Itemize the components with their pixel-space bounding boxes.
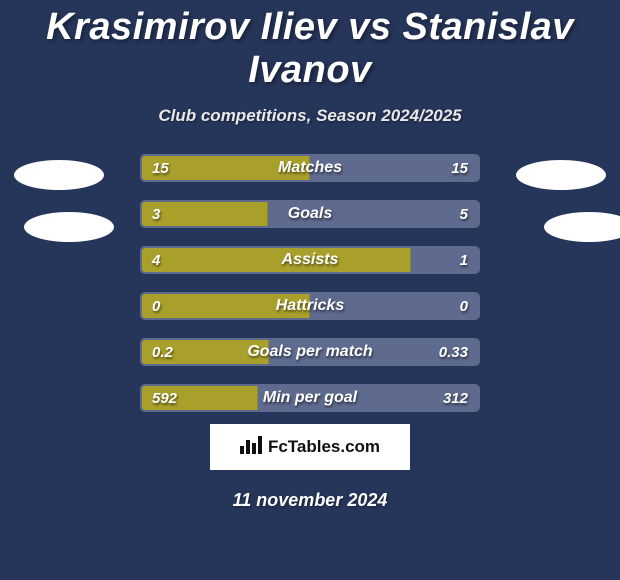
stat-bar-right xyxy=(310,294,478,318)
stat-bar-right xyxy=(258,386,478,410)
stat-row: 0.20.33Goals per match xyxy=(140,338,480,366)
stat-bar-left xyxy=(142,248,411,272)
stat-bar-left xyxy=(142,202,268,226)
player-left-marker-1 xyxy=(14,160,104,190)
stat-bar-left xyxy=(142,340,269,364)
page-title: Krasimirov Iliev vs Stanislav Ivanov xyxy=(0,0,620,92)
player-right-marker-2 xyxy=(544,212,620,242)
subtitle: Club competitions, Season 2024/2025 xyxy=(0,106,620,126)
chart-icon xyxy=(240,436,262,459)
player-left-marker-2 xyxy=(24,212,114,242)
date-label: 11 november 2024 xyxy=(0,490,620,511)
stat-bar-right xyxy=(268,202,478,226)
site-logo: FcTables.com xyxy=(210,424,410,470)
stat-bar-left xyxy=(142,386,258,410)
stat-bar-right xyxy=(310,156,478,180)
stat-bar-left xyxy=(142,156,310,180)
stat-bar-right xyxy=(411,248,478,272)
player-right-marker-1 xyxy=(516,160,606,190)
stat-bar-left xyxy=(142,294,310,318)
stat-row: 35Goals xyxy=(140,200,480,228)
comparison-chart: 1515Matches 35Goals 41Assists 00Hattricks 0.… xyxy=(0,154,620,414)
logo-text: FcTables.com xyxy=(268,437,380,457)
stat-bars: 1515Matches 35Goals 41Assists 00Hattricks 0.… xyxy=(140,154,480,430)
stat-bar-right xyxy=(269,340,478,364)
stat-row: 1515Matches xyxy=(140,154,480,182)
stat-row: 41Assists xyxy=(140,246,480,274)
stat-row: 00Hattricks xyxy=(140,292,480,320)
stat-row: 592312Min per goal xyxy=(140,384,480,412)
